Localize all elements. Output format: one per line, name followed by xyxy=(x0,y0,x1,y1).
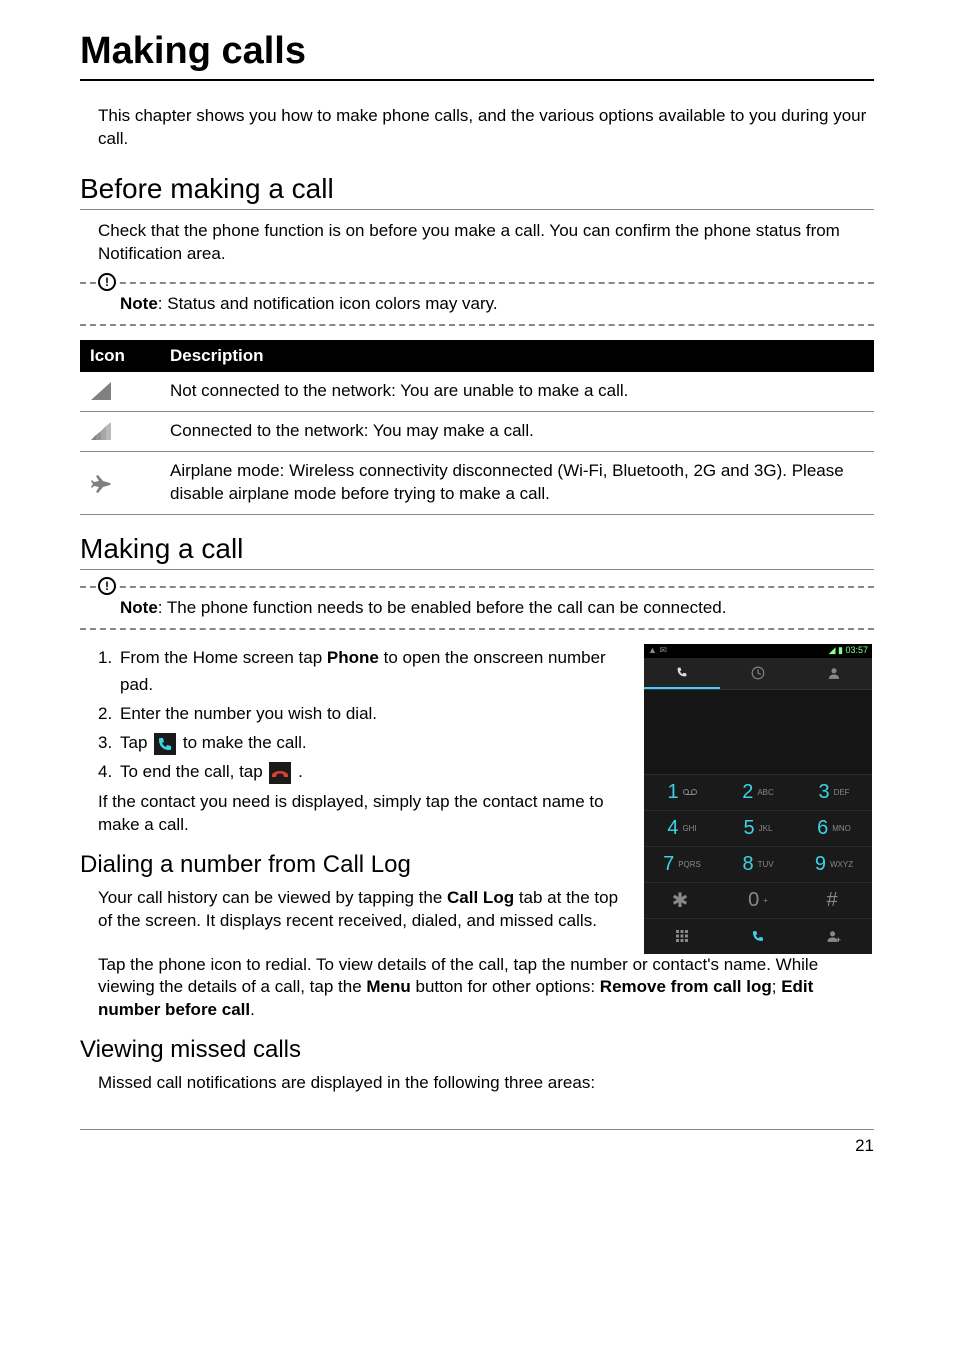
status-right: ◢ ▮ 03:57 xyxy=(829,645,868,656)
bold: Remove from call log xyxy=(600,977,772,996)
list-item: 4. To end the call, tap . xyxy=(98,758,626,785)
missed-heading: Viewing missed calls xyxy=(80,1036,874,1064)
table-row: Airplane mode: Wireless connectivity dis… xyxy=(80,451,874,514)
phone-screenshot: ▲ ✉ ◢ ▮ 03:57 12ABC3DEF 4GHI5JKL6MNO 7PQRS… xyxy=(644,644,872,954)
row-desc: Not connected to the network: You are un… xyxy=(160,372,874,411)
tab-recent xyxy=(720,658,796,689)
note-body: : The phone function needs to be enabled… xyxy=(158,598,727,617)
th-icon: Icon xyxy=(80,340,160,372)
table-row: Connected to the network: You may make a… xyxy=(80,411,874,451)
key-0: 0+ xyxy=(720,882,796,918)
step-bold: Phone xyxy=(327,648,379,667)
dial-p2: Tap the phone icon to redial. To view de… xyxy=(98,954,874,1023)
tab-contacts xyxy=(796,658,872,689)
table-row: Not connected to the network: You are un… xyxy=(80,372,874,411)
intro-text: This chapter shows you how to make phone… xyxy=(98,105,874,151)
key-2: 2ABC xyxy=(720,774,796,810)
signal-off-icon xyxy=(90,381,112,401)
step-num: 3. xyxy=(98,729,120,756)
icon-table: Icon Description Not connected to the ne… xyxy=(80,340,874,515)
note-block-2: ! Note: The phone function needs to be e… xyxy=(80,586,874,630)
keypad: 12ABC3DEF 4GHI5JKL6MNO 7PQRS8TUV9WXYZ ✱0+# xyxy=(644,774,872,918)
signal-on-icon xyxy=(90,421,112,441)
status-icons: ▲ ✉ xyxy=(648,645,667,656)
add-contact-icon xyxy=(796,918,872,954)
text: . xyxy=(250,1000,255,1019)
airplane-icon xyxy=(90,472,112,494)
note-divider xyxy=(80,324,874,326)
key-3: 3DEF xyxy=(796,774,872,810)
step-text: Tap xyxy=(120,733,152,752)
status-time: 03:57 xyxy=(845,645,868,655)
note-divider xyxy=(80,628,874,630)
bottom-bar xyxy=(644,918,872,954)
step-text: From the Home screen tap xyxy=(120,648,327,667)
before-heading: Before making a call xyxy=(80,173,874,210)
list-item: 2. Enter the number you wish to dial. xyxy=(98,700,626,727)
th-desc: Description xyxy=(160,340,874,372)
text: Your call history can be viewed by tappi… xyxy=(98,888,447,907)
step-num: 1. xyxy=(98,644,120,671)
making-tail: If the contact you need is displayed, si… xyxy=(98,791,626,837)
page-number: 21 xyxy=(855,1136,874,1155)
dial-p1: Your call history can be viewed by tappi… xyxy=(98,887,626,933)
key-6: 6MNO xyxy=(796,810,872,846)
missed-body: Missed call notifications are displayed … xyxy=(98,1072,874,1095)
key-5: 5JKL xyxy=(720,810,796,846)
steps-list: 1. From the Home screen tap Phone to ope… xyxy=(98,644,626,786)
making-heading: Making a call xyxy=(80,533,874,570)
step-text: to make the call. xyxy=(183,733,307,752)
note-body: : Status and notification icon colors ma… xyxy=(158,294,498,313)
call-icon xyxy=(154,733,176,755)
alert-icon: ! xyxy=(98,577,116,595)
key-9: 9WXYZ xyxy=(796,846,872,882)
bold: Call Log xyxy=(447,888,514,907)
row-desc: Airplane mode: Wireless connectivity dis… xyxy=(160,451,874,514)
dial-heading: Dialing a number from Call Log xyxy=(80,851,626,879)
step-num: 2. xyxy=(98,700,120,727)
tab-dialer xyxy=(644,658,720,689)
page-title: Making calls xyxy=(80,30,874,81)
call-button xyxy=(720,918,796,954)
step-num: 4. xyxy=(98,758,120,785)
key-#: # xyxy=(796,882,872,918)
bold: Menu xyxy=(366,977,410,996)
note-text: Note: Status and notification icon color… xyxy=(80,284,874,324)
note-label: Note xyxy=(120,598,158,617)
list-item: 3. Tap to make the call. xyxy=(98,729,626,756)
before-body: Check that the phone function is on befo… xyxy=(98,220,874,266)
keypad-grid-icon xyxy=(644,918,720,954)
key-8: 8TUV xyxy=(720,846,796,882)
note-block-1: ! Note: Status and notification icon col… xyxy=(80,282,874,326)
key-1: 1 xyxy=(644,774,720,810)
step-text: Enter the number you wish to dial. xyxy=(120,700,626,727)
row-desc: Connected to the network: You may make a… xyxy=(160,411,874,451)
key-7: 7PQRS xyxy=(644,846,720,882)
text: button for other options: xyxy=(411,977,600,996)
step-text: . xyxy=(298,762,303,781)
number-display xyxy=(644,690,872,774)
note-text: Note: The phone function needs to be ena… xyxy=(80,588,874,628)
end-call-icon xyxy=(269,762,291,784)
step-text: To end the call, tap xyxy=(120,762,267,781)
key-4: 4GHI xyxy=(644,810,720,846)
page-footer: 21 xyxy=(80,1129,874,1156)
status-bar: ▲ ✉ ◢ ▮ 03:57 xyxy=(644,644,872,658)
list-item: 1. From the Home screen tap Phone to ope… xyxy=(98,644,626,698)
alert-icon: ! xyxy=(98,273,116,291)
tab-row xyxy=(644,658,872,690)
text: ; xyxy=(772,977,781,996)
note-label: Note xyxy=(120,294,158,313)
key-✱: ✱ xyxy=(644,882,720,918)
